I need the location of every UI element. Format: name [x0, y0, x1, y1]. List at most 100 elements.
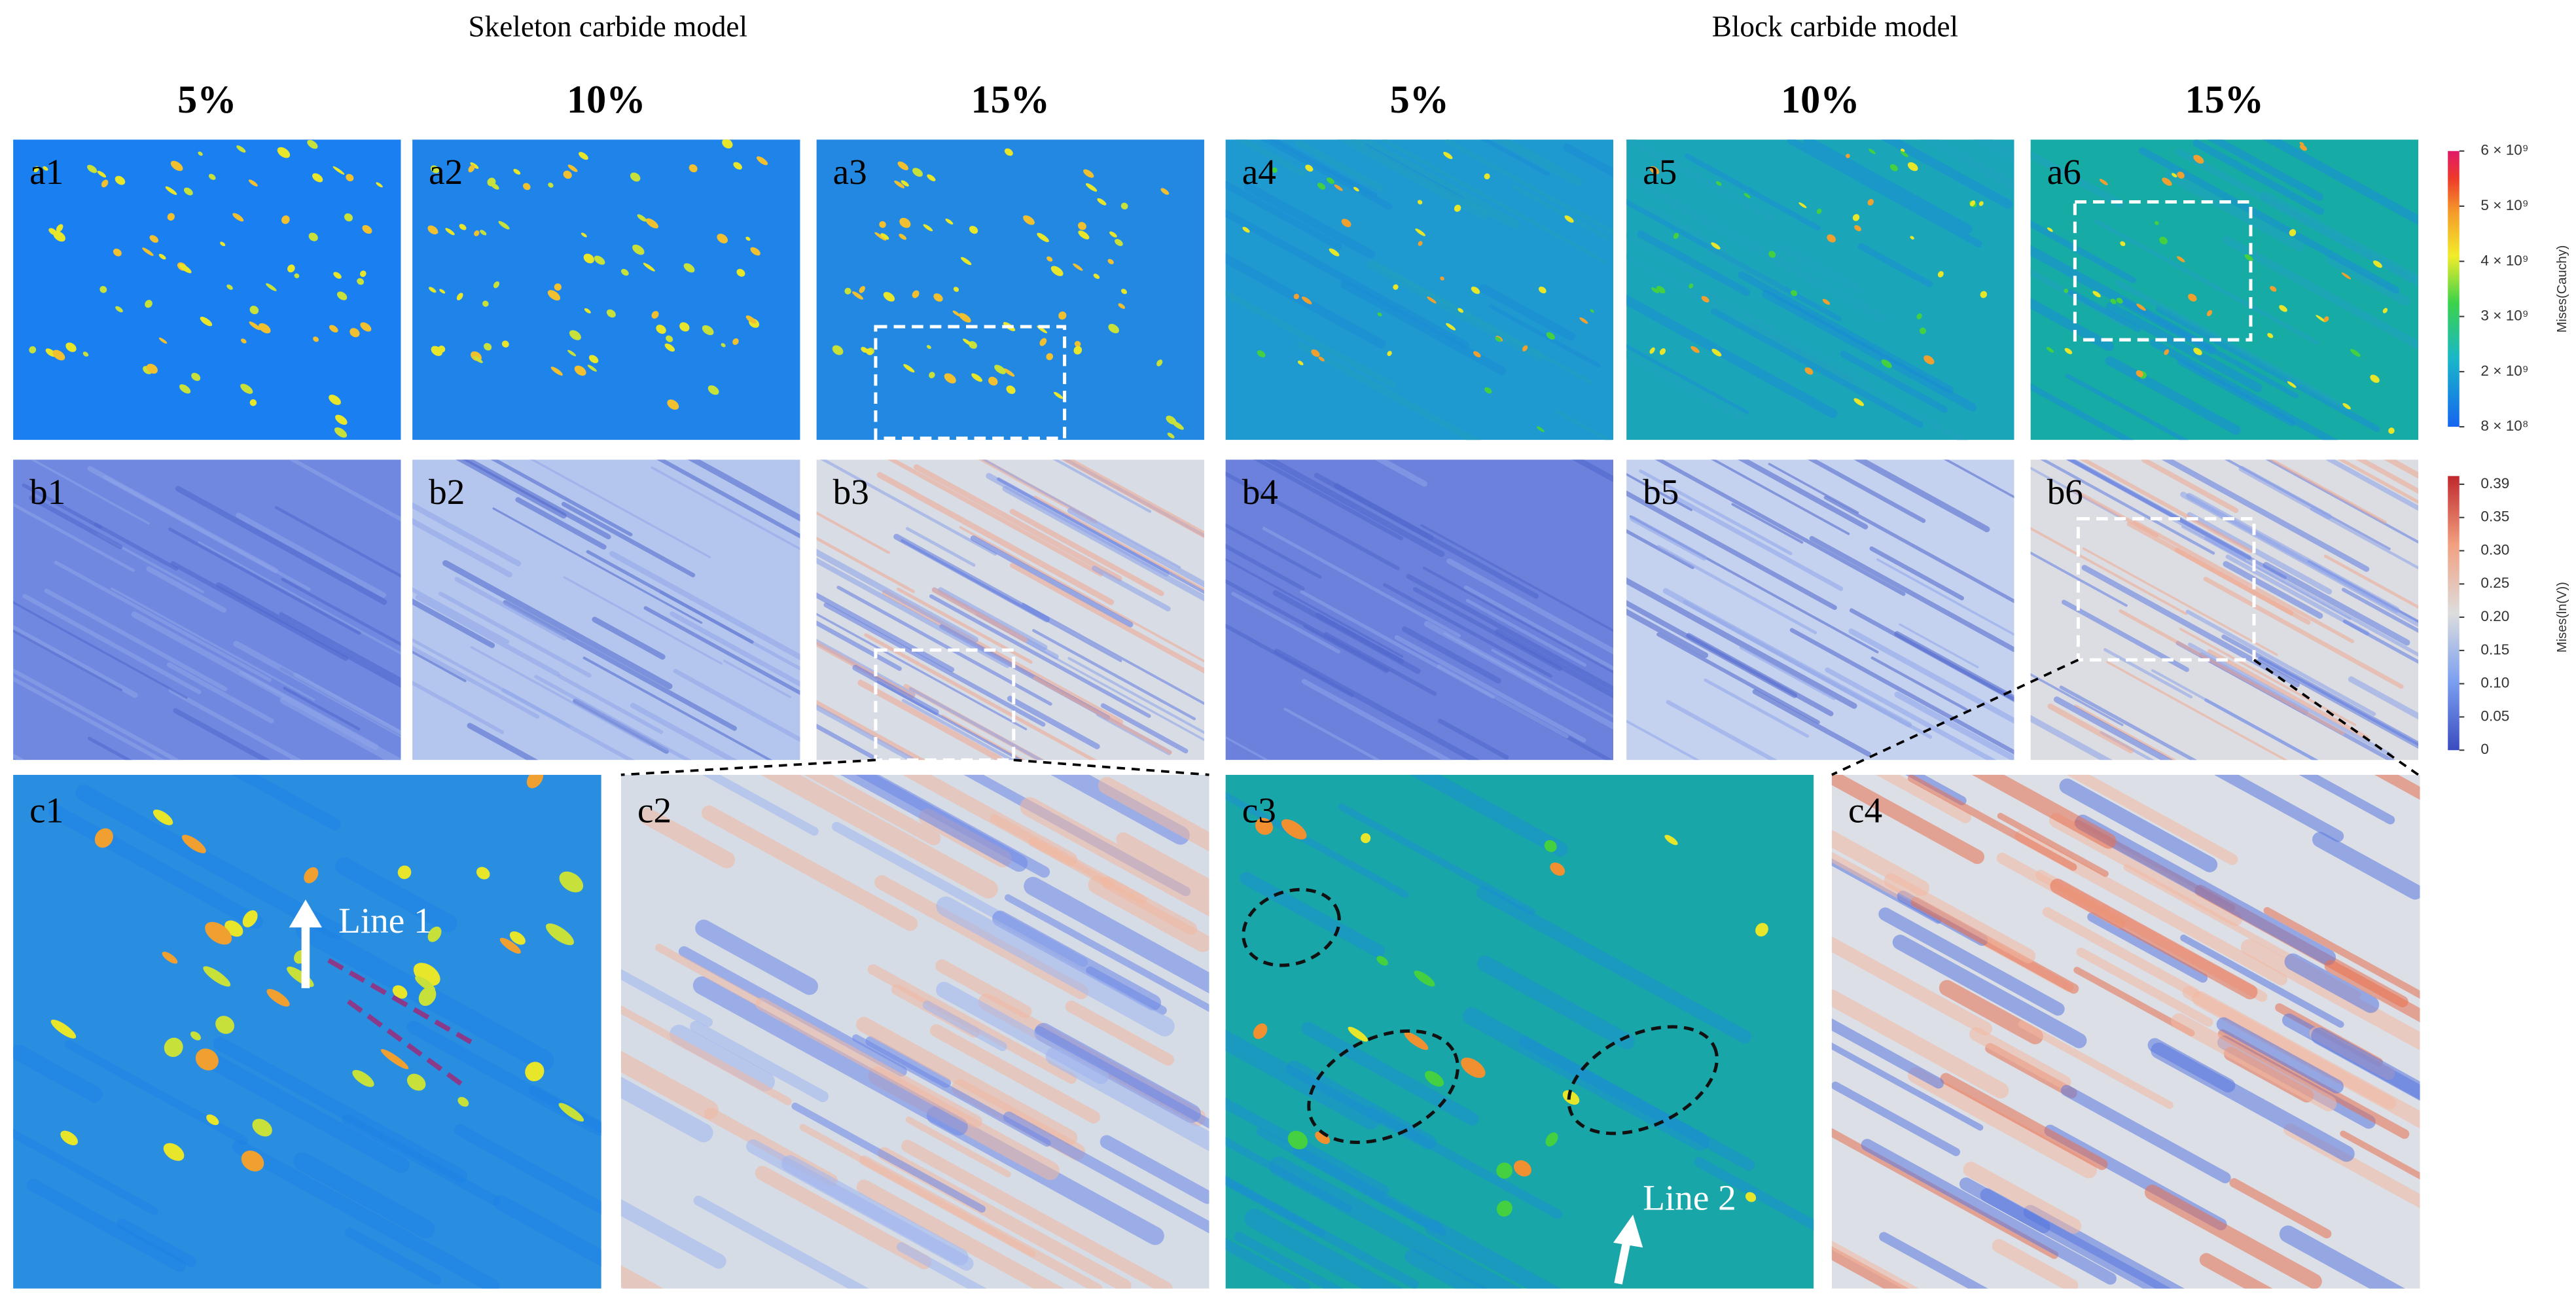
inclusion [1046, 353, 1054, 361]
stress-band [2262, 139, 2419, 226]
stress-band [490, 459, 633, 537]
inclusion [1673, 232, 1679, 239]
stress-band [1831, 1018, 1944, 1089]
stress-band [2076, 947, 2213, 1027]
inclusion [1443, 152, 1453, 160]
stress-band [620, 1005, 792, 1105]
inclusion [525, 1062, 545, 1082]
panel-label: b6 [2047, 472, 2083, 512]
inclusion [912, 168, 923, 177]
inclusion [220, 241, 226, 247]
stress-band [573, 698, 670, 754]
stress-band [2170, 517, 2246, 561]
panel [1626, 459, 2014, 760]
inclusion [923, 224, 933, 232]
inclusion [1109, 231, 1117, 238]
stress-band [1627, 175, 1888, 323]
panel-label: b2 [429, 472, 465, 512]
inclusion [745, 236, 751, 241]
inclusion [2299, 141, 2304, 146]
inclusion [2136, 370, 2143, 378]
inclusion [484, 343, 492, 351]
stress-band [412, 518, 512, 578]
stress-band [1892, 935, 2087, 1048]
inclusion [732, 338, 739, 346]
stress-band [1572, 459, 1614, 482]
stress-band [561, 501, 696, 578]
inclusion [2287, 381, 2297, 388]
inclusion [897, 161, 909, 171]
inclusion [1415, 228, 1426, 236]
stress-band [2187, 512, 2333, 595]
stress-band [1260, 139, 1393, 210]
inclusion [82, 351, 89, 357]
stress-band [896, 1242, 987, 1289]
inclusion [242, 910, 258, 927]
inclusion [1023, 215, 1035, 225]
inclusion [852, 291, 864, 300]
stress-band [2179, 628, 2356, 726]
inclusion [1077, 222, 1086, 230]
colorbar-label: 0.35 [2480, 509, 2509, 525]
stress-band [1694, 1157, 1814, 1231]
stress-band [2312, 832, 2420, 900]
stress-band [239, 670, 401, 760]
stress-band [2310, 507, 2419, 570]
inclusion [903, 364, 915, 373]
stress-band [2047, 703, 2134, 754]
stress-band [274, 506, 401, 578]
stress-band [1225, 1097, 1389, 1196]
inclusion [101, 179, 109, 188]
inclusion [215, 1016, 235, 1034]
stress-band [2175, 148, 2415, 283]
strain-label: 10% [1781, 78, 1859, 122]
inclusion [406, 1073, 426, 1091]
inclusion [1461, 1058, 1486, 1079]
stress-band [1853, 459, 1990, 533]
inclusion [733, 162, 742, 170]
stress-band [816, 704, 915, 760]
stress-band [620, 1077, 713, 1143]
stress-band [1007, 696, 1100, 749]
inclusion [1404, 1031, 1429, 1050]
colorbar [2448, 476, 2460, 751]
colorbar-label: 0.05 [2480, 707, 2509, 724]
inclusion [1690, 346, 1700, 353]
stress-band [1340, 280, 1507, 376]
stress-band [2192, 139, 2325, 215]
inclusion [666, 335, 673, 342]
inclusion [165, 186, 177, 195]
inclusion [493, 281, 500, 289]
stress-band [1225, 543, 1305, 591]
stress-band [2150, 339, 2338, 440]
inclusion [1564, 215, 1574, 223]
stress-band [13, 668, 181, 760]
stress-band [1831, 774, 1985, 865]
stress-band [1035, 1026, 1209, 1129]
stress-band [1240, 872, 1385, 958]
stress-band [1065, 1000, 1175, 1066]
inclusion [832, 345, 844, 355]
inclusion [357, 277, 365, 285]
stress-band [816, 511, 890, 554]
panel [816, 139, 1204, 440]
stress-band [2060, 1084, 2231, 1184]
inclusion [745, 315, 757, 324]
stress-band [1711, 308, 1923, 428]
stress-band [902, 774, 1078, 867]
inclusion [2159, 236, 2168, 245]
stress-band [1870, 656, 1968, 711]
inclusion [1058, 311, 1067, 320]
stress-band [723, 660, 792, 698]
stress-band [1297, 341, 1481, 440]
stress-band [412, 598, 495, 649]
stress-band [467, 723, 539, 760]
stress-band [2181, 526, 2352, 620]
inclusion [1923, 355, 1935, 365]
inclusion [1327, 177, 1334, 185]
stress-band [816, 592, 955, 673]
inclusion [203, 966, 231, 987]
stress-band [1334, 483, 1434, 541]
inclusion [163, 1143, 185, 1161]
inclusion [1816, 208, 1822, 214]
